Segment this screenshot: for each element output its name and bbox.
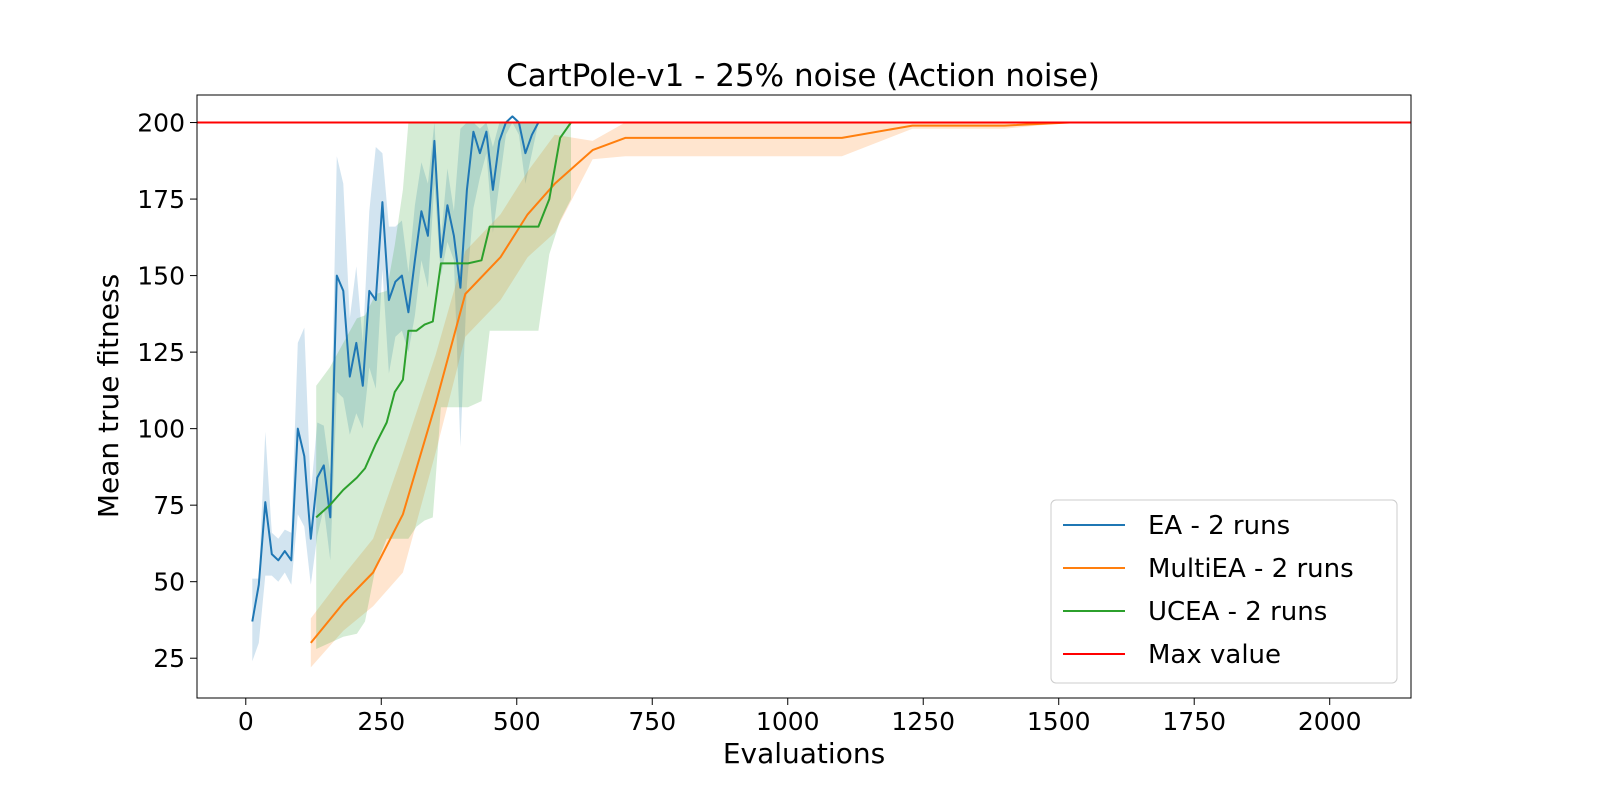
x-tick-label: 1500 xyxy=(1027,707,1091,736)
y-tick-label: 25 xyxy=(153,644,185,673)
confidence-bands xyxy=(252,122,1330,668)
y-tick-label: 150 xyxy=(137,262,185,291)
legend-box xyxy=(1050,499,1398,684)
chart-title: CartPole-v1 - 25% noise (Action noise) xyxy=(506,58,1100,94)
x-tick-label: 2000 xyxy=(1298,707,1362,736)
ea-2-runs-line xyxy=(251,115,545,622)
y-tick-label: 125 xyxy=(137,338,185,367)
ucea-2-runs-legend-label: UCEA - 2 runs xyxy=(1148,597,1327,627)
x-axis-label: Evaluations xyxy=(723,737,885,770)
ea-2-runs-band xyxy=(252,122,545,662)
y-tick-label: 175 xyxy=(137,185,185,214)
y-axis-ticks: 25 50 75 100 125 150 175 200 xyxy=(137,109,197,673)
x-tick-label: 250 xyxy=(357,707,405,736)
x-tick-label: 1750 xyxy=(1162,707,1226,736)
y-tick-label: 200 xyxy=(137,109,185,138)
multiea-2-runs-line xyxy=(310,121,1330,644)
x-tick-label: 500 xyxy=(493,707,541,736)
y-axis-label: Mean true fitness xyxy=(92,274,125,518)
x-tick-label: 1250 xyxy=(891,707,955,736)
ucea-2-runs-band xyxy=(316,122,571,649)
x-tick-label: 0 xyxy=(238,707,254,736)
legend: EA - 2 runs MultiEA - 2 runs UCEA - 2 runs… xyxy=(1050,499,1398,684)
ucea-2-runs-line xyxy=(315,121,572,519)
y-tick-label: 75 xyxy=(153,491,185,520)
x-tick-label: 1000 xyxy=(756,707,820,736)
x-axis-ticks: 0 250 500 750 1000 1250 1500 1750 2000 xyxy=(238,698,1362,736)
plot-frame xyxy=(196,94,1412,699)
ea-2-runs-legend-label: EA - 2 runs xyxy=(1148,511,1290,541)
series-lines xyxy=(197,115,1411,644)
y-tick-label: 100 xyxy=(137,415,185,444)
multiea-2-runs-legend-label: MultiEA - 2 runs xyxy=(1148,554,1354,584)
y-tick-label: 50 xyxy=(153,568,185,597)
max-value-legend-label: Max value xyxy=(1148,640,1281,670)
x-tick-label: 750 xyxy=(628,707,676,736)
